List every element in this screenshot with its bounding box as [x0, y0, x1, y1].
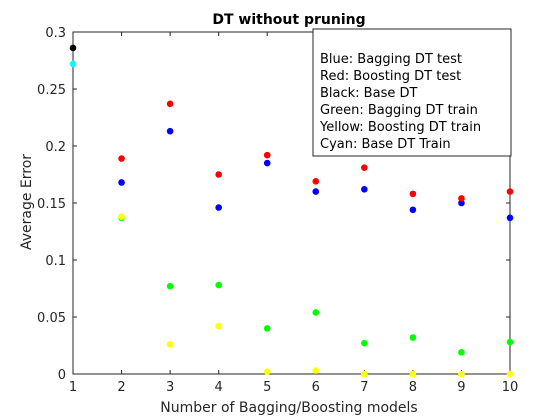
data-point: [215, 171, 222, 178]
data-point: [166, 127, 174, 135]
data-point: [409, 370, 417, 378]
data-point: [361, 164, 368, 171]
x-tick-label: 6: [312, 380, 320, 395]
data-point: [312, 188, 320, 195]
y-axis-label: Average Error: [19, 154, 35, 250]
data-point: [361, 339, 368, 347]
data-point: [312, 367, 320, 374]
data-point: [69, 44, 77, 52]
data-point: [506, 338, 514, 346]
data-point: [506, 370, 514, 378]
data-point: [263, 368, 271, 376]
y-tick-label: 0.15: [37, 197, 66, 212]
y-tick-label: 0.05: [37, 311, 66, 326]
legend: Blue: Bagging DT test Red: Boosting DT te…: [312, 28, 512, 157]
data-point: [263, 325, 271, 332]
data-point: [361, 186, 368, 193]
x-tick-label: 10: [502, 380, 519, 395]
x-tick-label: 5: [263, 380, 271, 395]
legend-entry: Yellow: Boosting DT train: [319, 120, 481, 135]
y-tick-label: 0.2: [45, 140, 66, 155]
chart-title: DT without pruning: [212, 12, 365, 28]
x-tick-label: 9: [457, 380, 465, 395]
y-tick-label: 0.3: [45, 26, 66, 41]
legend-entry: Cyan: Base DT Train: [320, 137, 451, 152]
data-point: [215, 322, 222, 330]
x-tick-label: 7: [360, 380, 368, 395]
data-point: [118, 179, 125, 186]
legend-entry: Green: Bagging DT train: [320, 103, 478, 118]
x-tick-label: 1: [69, 380, 77, 395]
x-tick-label: 4: [215, 380, 223, 395]
data-point: [458, 199, 465, 207]
data-point: [506, 214, 514, 222]
x-tick-label: 2: [117, 380, 125, 395]
y-tick-label: 0.25: [37, 83, 66, 98]
data-point: [263, 159, 271, 167]
data-point: [361, 370, 368, 378]
data-point: [166, 100, 174, 108]
data-point: [458, 195, 465, 202]
data-point: [458, 370, 465, 378]
data-point: [215, 281, 222, 289]
y-tick-label: 0: [58, 368, 66, 383]
data-point: [118, 155, 125, 162]
x-tick-label: 3: [166, 380, 174, 395]
data-point: [506, 188, 514, 195]
data-point: [458, 349, 465, 356]
legend-entry: Blue: Bagging DT test: [320, 52, 462, 67]
data-point: [409, 206, 417, 214]
legend-box: [312, 28, 512, 157]
data-point: [69, 60, 77, 68]
y-tick-label: 0.1: [45, 254, 66, 269]
legend-entry: Red: Boosting DT test: [320, 69, 461, 84]
legend-entry: Black: Base DT: [320, 86, 417, 101]
x-axis-label: Number of Bagging/Boosting models: [160, 400, 417, 416]
data-point: [312, 178, 320, 185]
data-point: [409, 334, 417, 341]
data-point: [215, 204, 222, 211]
data-point: [263, 151, 271, 159]
x-tick-label: 8: [409, 380, 417, 395]
data-point: [312, 309, 320, 316]
data-point: [118, 213, 125, 220]
data-point: [166, 341, 174, 348]
data-point: [409, 190, 417, 198]
data-point: [166, 282, 174, 290]
